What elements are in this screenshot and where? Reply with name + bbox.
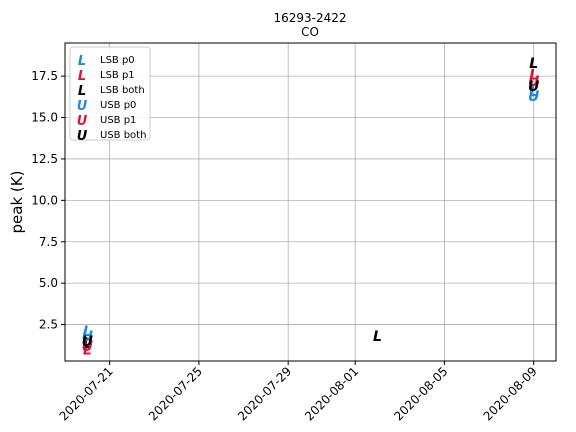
data-point: U <box>82 334 94 350</box>
chart-subtitle: CO <box>301 25 319 39</box>
legend-marker: L <box>78 69 86 84</box>
legend-label: LSB both <box>100 85 145 96</box>
data-point: L <box>529 84 538 100</box>
data-point: U <box>528 89 540 105</box>
y-tick-label: 2.5 <box>39 318 58 332</box>
legend-box <box>69 46 151 141</box>
legend-marker: L <box>78 84 86 99</box>
y-axis: 2.5 5.0 7.5 10.0 12.5 15.0 17.5 <box>31 69 65 332</box>
x-tick-label: 2020-08-09 <box>481 364 540 423</box>
data-point: U <box>528 79 540 95</box>
x-axis: 2020-07-21 2020-07-25 2020-07-29 2020-08-01… <box>57 361 540 423</box>
data-point: U <box>82 329 94 345</box>
chart-title: 16293-2422 <box>273 11 346 25</box>
data-point: L <box>83 342 92 358</box>
legend: L LSB p0 L LSB p1 L LSB both U USB p0 U USB p1 U US… <box>69 46 151 144</box>
legend-label: USB p0 <box>100 100 136 111</box>
y-tick-label: 17.5 <box>31 69 58 83</box>
legend-label: LSB p1 <box>100 70 135 81</box>
legend-marker: U <box>77 99 88 114</box>
legend-marker: L <box>78 54 86 69</box>
legend-label: LSB p0 <box>100 55 135 66</box>
legend-marker: U <box>77 114 88 129</box>
data-point: U <box>528 74 540 90</box>
x-tick-label: 2020-07-29 <box>235 364 294 423</box>
data-point: L <box>529 67 538 83</box>
data-point: L <box>529 56 538 72</box>
data-point: L <box>83 336 92 352</box>
y-tick-label: 12.5 <box>31 152 58 166</box>
x-tick-label: 2020-08-01 <box>302 364 361 423</box>
y-tick-label: 15.0 <box>31 111 58 125</box>
data-point: U <box>82 339 94 355</box>
legend-marker: U <box>77 129 88 144</box>
data-point: L <box>83 324 92 340</box>
y-tick-label: 5.0 <box>39 276 58 290</box>
plot-frame <box>64 42 557 362</box>
legend-label: USB both <box>100 130 146 141</box>
data-point: L <box>373 329 382 345</box>
y-tick-label: 7.5 <box>39 235 58 249</box>
x-tick-label: 2020-07-25 <box>146 364 205 423</box>
x-tick-label: 2020-07-21 <box>57 364 116 423</box>
x-tick-label: 2020-08-05 <box>391 364 450 423</box>
legend-label: USB p1 <box>100 115 136 126</box>
y-axis-label: peak (K) <box>8 171 26 234</box>
y-tick-label: 10.0 <box>31 193 58 207</box>
